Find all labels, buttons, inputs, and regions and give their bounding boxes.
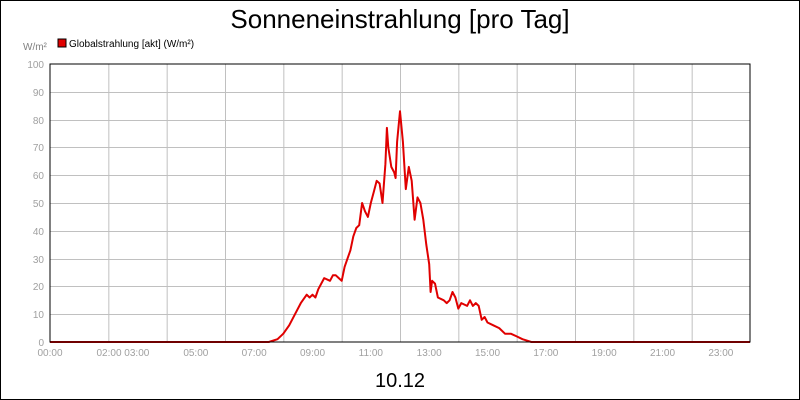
x-axis-label: 10.12 xyxy=(375,370,425,392)
legend-swatch xyxy=(57,38,67,48)
y-tick-label: 60 xyxy=(33,171,45,182)
x-tick-label: 09:00 xyxy=(300,348,325,359)
series-group xyxy=(50,110,750,343)
y-tick-label: 10 xyxy=(33,310,45,321)
y-axis-ticks: 0 10 20 30 40 50 60 70 80 90 100 xyxy=(27,60,44,349)
y-tick-label: 100 xyxy=(27,60,44,71)
x-axis-ticks: 00:00 02:00 03:00 05:00 07:00 09:00 11:00 13:0… xyxy=(37,348,733,359)
y-tick-label: 40 xyxy=(33,227,45,238)
x-tick-label: 15:00 xyxy=(475,348,500,359)
x-tick-label: 23:00 xyxy=(708,348,733,359)
y-tick-label: 90 xyxy=(33,88,45,99)
x-tick-label: 19:00 xyxy=(592,348,617,359)
y-gridlines xyxy=(50,92,750,315)
y-tick-label: 30 xyxy=(33,255,45,266)
y-tick-label: 80 xyxy=(33,116,45,127)
series-line xyxy=(50,110,750,343)
legend-label: Globalstrahlung [akt] (W/m²) xyxy=(69,39,194,50)
y-tick-label: 70 xyxy=(33,143,45,154)
y-tick-label: 20 xyxy=(33,282,45,293)
x-tick-label: 00:00 xyxy=(37,348,62,359)
x-tick-label: 17:00 xyxy=(533,348,558,359)
x-tick-label: 21:00 xyxy=(650,348,675,359)
chart-title: Sonneneinstrahlung [pro Tag] xyxy=(230,4,569,34)
x-tick-label: 07:00 xyxy=(242,348,267,359)
x-tick-label: 11:00 xyxy=(359,348,384,359)
plot-border xyxy=(49,63,751,343)
y-tick-label: 0 xyxy=(38,338,44,349)
x-tick-label: 13:00 xyxy=(417,348,442,359)
legend: Globalstrahlung [akt] (W/m²) xyxy=(57,38,194,50)
x-tick-label: 05:00 xyxy=(183,348,208,359)
x-tick-label: 02:00 03:00 xyxy=(97,348,150,359)
y-axis-unit-label: W/m² xyxy=(23,42,48,53)
y-tick-label: 50 xyxy=(33,199,45,210)
